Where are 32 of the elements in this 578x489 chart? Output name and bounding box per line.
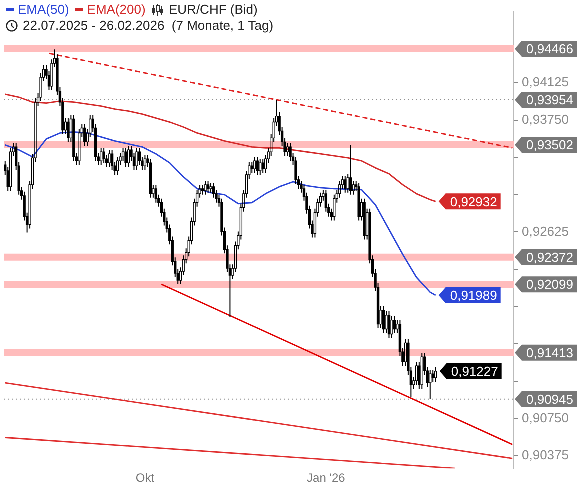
text: 22.07.2025 - 26.02.2026 (7 Monate, 1 Tag)	[23, 18, 274, 33]
candlestick	[429, 370, 432, 400]
ref-line-label: 0,92099	[526, 277, 574, 292]
candlestick	[100, 148, 103, 166]
candlestick	[136, 148, 138, 171]
ref-line-label: 0,93502	[526, 138, 574, 153]
candlestick	[434, 366, 438, 383]
y-tick-label: 0,90750	[522, 410, 569, 426]
ref-line-label: 0,90945	[526, 392, 574, 408]
candlestick	[127, 146, 130, 168]
candlestick	[78, 128, 81, 166]
x-tick-label: Jan '26	[307, 471, 346, 486]
y-tick-label: 0,92625	[522, 224, 569, 239]
data-label: 0,92932	[450, 194, 498, 210]
candlestick	[420, 352, 424, 390]
annotation: 0,91227	[451, 364, 498, 379]
ref-line-label: 0,93954	[526, 92, 574, 108]
legend-label: EMA(50)	[18, 2, 70, 17]
chart-title: EUR/CHF (Bid)	[169, 2, 258, 17]
ref-line-label: 0,92372	[526, 250, 574, 265]
y-tick-label: 0,93750	[522, 112, 569, 127]
legend-label: EMA(200)	[87, 2, 146, 17]
candlestick	[108, 150, 111, 168]
candlestick	[385, 310, 388, 334]
ref-line-label: 0,91413	[526, 345, 574, 360]
ref-line-label: 0,94466	[526, 42, 574, 57]
y-tick-label: 0,90375	[522, 448, 569, 463]
y-tick-label: 0,94125	[522, 74, 569, 90]
candlestick	[333, 194, 336, 222]
data-label: 0,91989	[450, 288, 498, 304]
x-tick-label: Okt	[136, 471, 156, 486]
candlestick	[286, 142, 290, 157]
